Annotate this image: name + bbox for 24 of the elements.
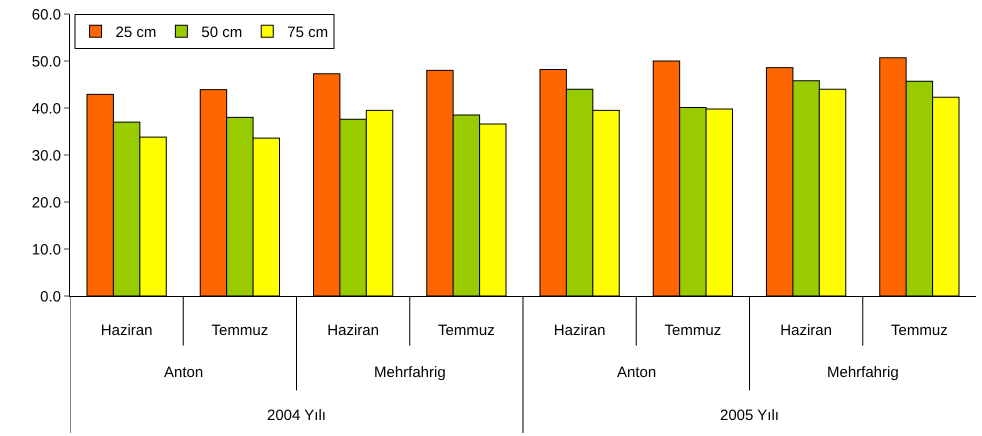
legend-label: 25 cm: [116, 24, 156, 42]
text: Anton: [164, 364, 204, 381]
y-tick-label: 10.0: [32, 241, 61, 258]
x-tick-label: Temmuz: [664, 322, 722, 339]
text: 2004 Yılı: [267, 407, 326, 424]
y-tick-label: 50.0: [32, 53, 61, 70]
x-tick-label: Haziran: [100, 322, 152, 339]
legend-label: 75 cm: [287, 24, 328, 42]
x-tick-label: Temmuz: [212, 322, 268, 339]
x-tick-label: Temmuz: [891, 322, 948, 339]
x-tick-label: Temmuz: [438, 322, 495, 339]
text: Mehrfahrig: [827, 364, 899, 381]
y-tick-label: 0.0: [40, 288, 61, 306]
y-tick-label: 60.0: [32, 6, 61, 24]
x-tick-label: Haziran: [327, 322, 379, 339]
x-tick-label: Haziran: [554, 322, 606, 339]
y-tick-label: 40.0: [32, 100, 61, 118]
legend-label: 50 cm: [201, 24, 242, 42]
y-tick-label: 30.0: [32, 147, 61, 164]
x-tick-label: Haziran: [780, 322, 832, 339]
text: Mehrfahrig: [374, 364, 446, 381]
y-tick-label: 20.0: [32, 194, 61, 212]
text: 2005 Yılı: [720, 407, 779, 424]
text: Anton: [617, 364, 656, 381]
